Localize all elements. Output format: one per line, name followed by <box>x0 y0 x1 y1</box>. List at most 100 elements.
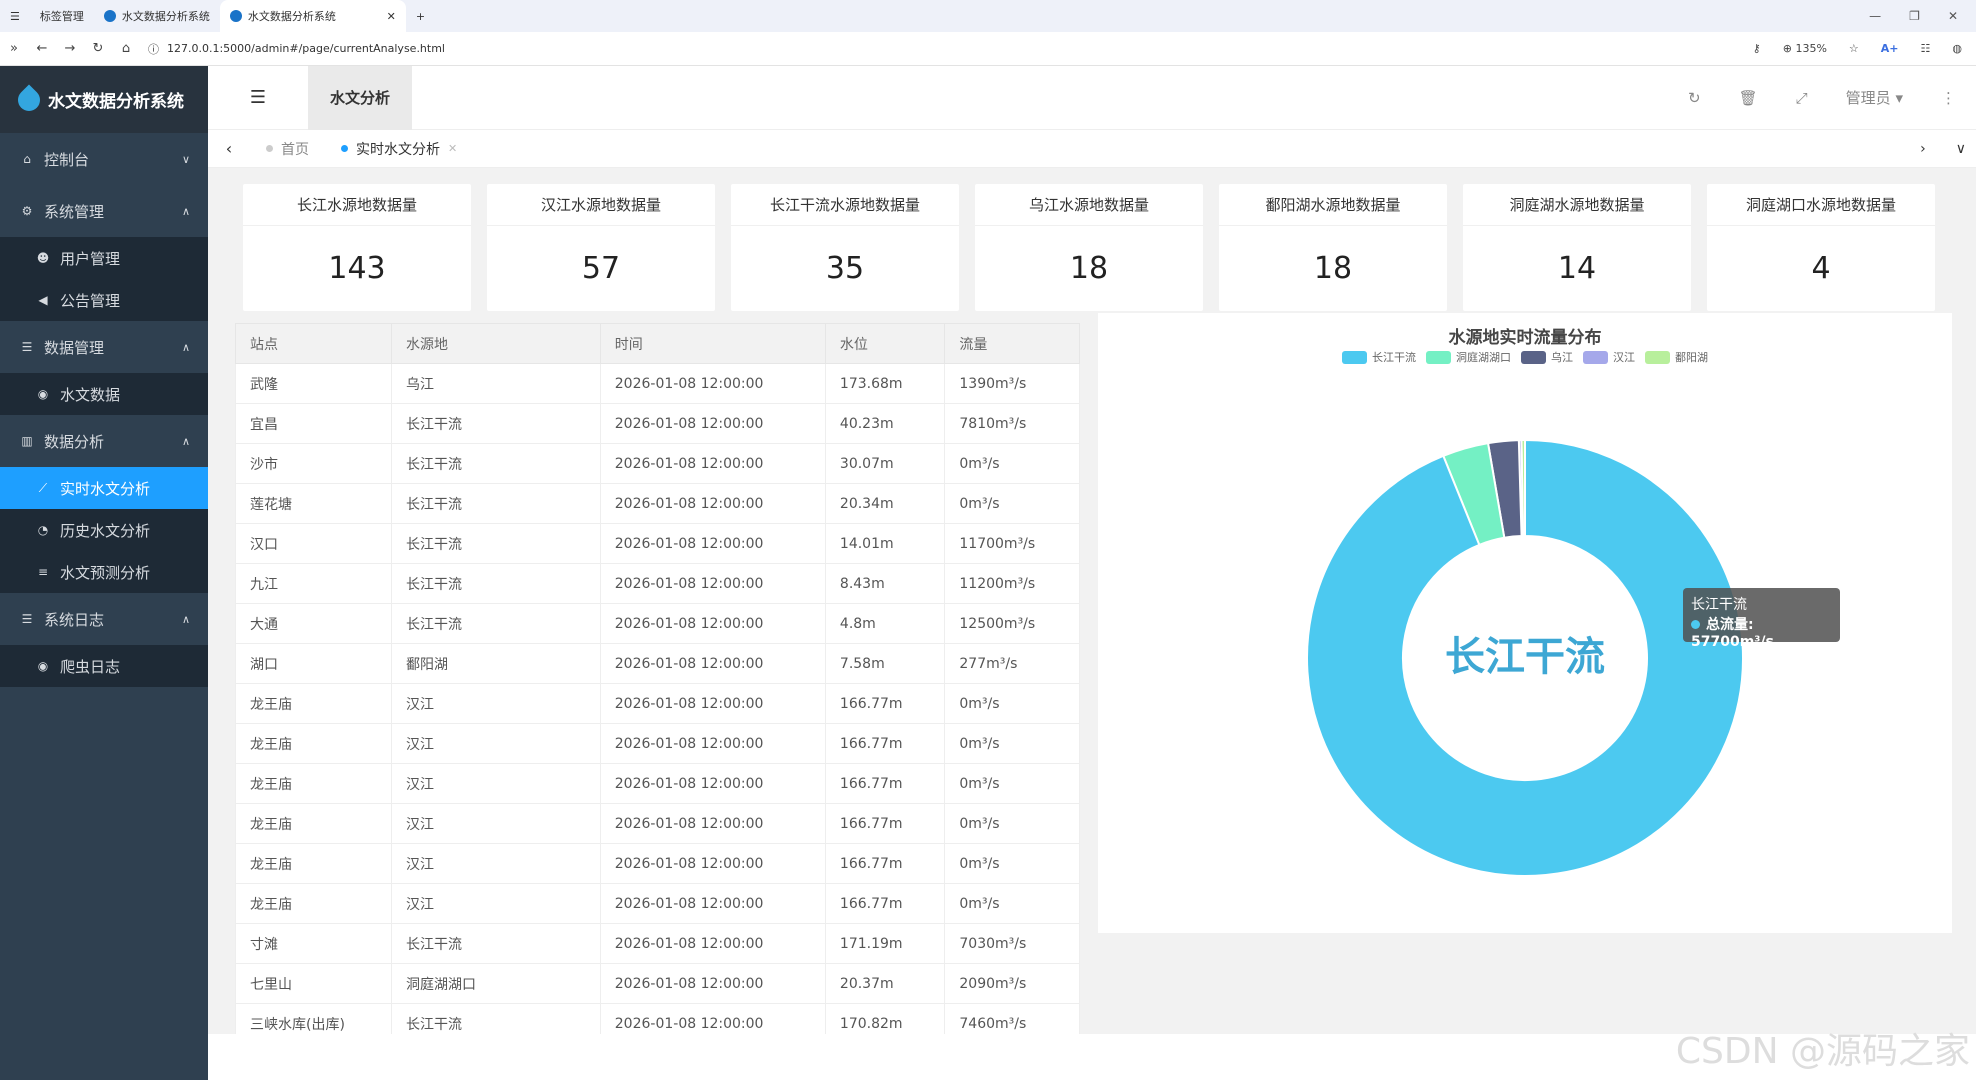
star-icon[interactable]: ☆ <box>1848 42 1859 55</box>
restore-icon[interactable]: ❐ <box>1909 9 1920 23</box>
forward-icon[interactable]: → <box>64 41 76 56</box>
app-logo[interactable]: 水文数据分析系统 <box>0 66 208 133</box>
column-header[interactable]: 流量 <box>944 323 1080 364</box>
sidebar-item-realtime-analysis[interactable]: ⟋ 实时水文分析 <box>0 467 208 509</box>
table-row[interactable]: 三峡水库(出库) 长江干流 2026-01-08 12:00:00 170.82m 74… <box>235 1003 1080 1034</box>
column-header[interactable]: 水源地 <box>390 323 601 364</box>
bottom-strip <box>208 1034 1976 1080</box>
table-row[interactable]: 七里山 洞庭湖湖口 2026-01-08 12:00:00 20.37m 2090m³/… <box>235 963 1080 1004</box>
back-icon[interactable]: ← <box>36 41 48 56</box>
menu-label: 水文数据 <box>60 385 121 404</box>
menu-data-management[interactable]: ☰ 数据管理 ∧ <box>0 321 208 373</box>
table-cell: 寸滩 <box>235 923 392 964</box>
donut-slice[interactable] <box>1306 438 1744 877</box>
table-row[interactable]: 湖口 鄱阳湖 2026-01-08 12:00:00 7.58m 277m³/s <box>235 643 1080 684</box>
table-cell: 龙王庙 <box>235 803 392 844</box>
browser-tab-1[interactable]: 标签管理 <box>30 0 94 32</box>
ai-button[interactable]: A+ <box>1880 42 1899 55</box>
table-row[interactable]: 宜昌 长江干流 2026-01-08 12:00:00 40.23m 7810m³/s <box>235 403 1080 444</box>
table-row[interactable]: 龙王庙 汉江 2026-01-08 12:00:00 166.77m 0m³/s <box>235 803 1080 844</box>
table-cell: 2090m³/s <box>944 963 1080 1004</box>
menu-label: 爬虫日志 <box>60 657 121 676</box>
legend-item[interactable]: 鄱阳湖 <box>1645 349 1708 365</box>
browser-tab-3[interactable]: 水文数据分析系统 ✕ <box>219 0 406 32</box>
sidebar-item-users[interactable]: ☻ 用户管理 <box>0 237 208 279</box>
sidebar-item-history-analysis[interactable]: ◔ 历史水文分析 <box>0 509 208 551</box>
tooltip-label: 总流量 <box>1706 617 1748 633</box>
trash-icon[interactable]: 🗑 <box>1738 88 1758 107</box>
reload-icon[interactable]: ↻ <box>92 41 104 56</box>
home-icon[interactable]: ⌂ <box>121 41 131 56</box>
table-row[interactable]: 寸滩 长江干流 2026-01-08 12:00:00 171.19m 7030m³/s <box>235 923 1080 964</box>
table-row[interactable]: 龙王庙 汉江 2026-01-08 12:00:00 166.77m 0m³/s <box>235 723 1080 764</box>
legend-label: 鄱阳湖 <box>1675 351 1708 364</box>
tab-home[interactable]: 首页 <box>250 139 325 159</box>
donut-slice[interactable] <box>1442 442 1506 547</box>
table-cell: 2026-01-08 12:00:00 <box>599 523 826 564</box>
legend-label: 洞庭湖湖口 <box>1456 351 1511 364</box>
table-row[interactable]: 龙王庙 汉江 2026-01-08 12:00:00 166.77m 0m³/s <box>235 683 1080 724</box>
table-cell: 鄱阳湖 <box>390 643 601 684</box>
menu-system-log[interactable]: ☰ 系统日志 ∧ <box>0 593 208 645</box>
refresh-icon[interactable]: ↻ <box>1688 88 1701 107</box>
minimize-icon[interactable]: — <box>1869 9 1882 23</box>
legend-item[interactable]: 乌江 <box>1521 349 1573 365</box>
new-tab-button[interactable]: + <box>415 9 426 23</box>
reading-list-icon[interactable]: ☷ <box>1920 42 1931 55</box>
more-icon[interactable]: ⋮ <box>1941 88 1956 107</box>
table-cell: 0m³/s <box>944 883 1080 924</box>
table-cell: 7460m³/s <box>944 1003 1080 1034</box>
column-header[interactable]: 站点 <box>235 323 392 364</box>
table-row[interactable]: 大通 长江干流 2026-01-08 12:00:00 4.8m 12500m³/s <box>235 603 1080 644</box>
stat-card: 洞庭湖水源地数据量 14 <box>1463 184 1691 311</box>
table-row[interactable]: 龙王庙 汉江 2026-01-08 12:00:00 166.77m 0m³/s <box>235 763 1080 804</box>
extensions-icon[interactable]: ◍ <box>1952 42 1962 55</box>
info-icon[interactable]: ⓘ <box>148 42 159 56</box>
table-cell: 湖口 <box>235 643 392 684</box>
user-menu[interactable]: 管理员 ▾ <box>1846 87 1903 108</box>
table-row[interactable]: 沙市 长江干流 2026-01-08 12:00:00 30.07m 0m³/s <box>235 443 1080 484</box>
sidebar-item-prediction-analysis[interactable]: ≡ 水文预测分析 <box>0 551 208 593</box>
tabs-dropdown-icon[interactable]: ∨ <box>1955 140 1966 157</box>
menu-dashboard[interactable]: ⌂ 控制台 ∨ <box>0 133 208 185</box>
legend-item[interactable]: 洞庭湖湖口 <box>1426 349 1511 365</box>
column-header[interactable]: 水位 <box>824 323 946 364</box>
table-row[interactable]: 九江 长江干流 2026-01-08 12:00:00 8.43m 11200m³/s <box>235 563 1080 604</box>
sidebar-item-hydro-data[interactable]: ◉ 水文数据 <box>0 373 208 415</box>
menu-data-analysis[interactable]: ▥ 数据分析 ∧ <box>0 415 208 467</box>
close-window-icon[interactable]: ✕ <box>1947 9 1958 23</box>
sidebar-toggle-icon[interactable]: » <box>10 41 18 56</box>
table-row[interactable]: 莲花塘 长江干流 2026-01-08 12:00:00 20.34m 0m³/s <box>235 483 1080 524</box>
close-tab-icon[interactable]: ✕ <box>448 142 458 155</box>
sidebar: 水文数据分析系统 ⌂ 控制台 ∨ ⚙ 系统管理 ∧ ☻ 用户管理 ◀ 公告管理 ☰ 数据管理 ∧… <box>0 66 208 1080</box>
zoom-indicator[interactable]: ⊕ 135% <box>1782 42 1827 55</box>
browser-menu-button[interactable]: ☰ <box>0 0 30 32</box>
tabs-next-icon[interactable]: › <box>1920 140 1926 157</box>
close-tab-icon[interactable]: ✕ <box>386 9 396 23</box>
donut-slice[interactable] <box>1486 439 1523 539</box>
table-row[interactable]: 龙王庙 汉江 2026-01-08 12:00:00 166.77m 0m³/s <box>235 883 1080 924</box>
table-row[interactable]: 汉口 长江干流 2026-01-08 12:00:00 14.01m 11700m³/s <box>235 523 1080 564</box>
globe-icon: ◉ <box>37 387 49 401</box>
legend-item[interactable]: 汉江 <box>1583 349 1635 365</box>
sidebar-item-crawler-log[interactable]: ◉ 爬虫日志 <box>0 645 208 687</box>
table-row[interactable]: 武隆 乌江 2026-01-08 12:00:00 173.68m 1390m³/s <box>235 363 1080 404</box>
table-cell: 171.19m <box>824 923 946 964</box>
fullscreen-icon[interactable]: ⤢ <box>1795 88 1808 107</box>
header-tab-hydro[interactable]: 水文分析 <box>308 65 412 130</box>
legend-item[interactable]: 长江干流 <box>1342 349 1416 365</box>
table-cell: 20.37m <box>824 963 946 1004</box>
table-cell: 277m³/s <box>944 643 1080 684</box>
menu-system-management[interactable]: ⚙ 系统管理 ∧ <box>0 185 208 237</box>
column-header[interactable]: 时间 <box>599 323 826 364</box>
browser-tab-2[interactable]: 水文数据分析系统 <box>94 0 220 32</box>
card-value: 35 <box>825 251 865 286</box>
table-row[interactable]: 龙王庙 汉江 2026-01-08 12:00:00 166.77m 0m³/s <box>235 843 1080 884</box>
key-icon[interactable]: ⚷ <box>1752 42 1761 55</box>
url-field[interactable]: 127.0.0.1:5000/admin#/page/currentAnalys… <box>167 42 445 55</box>
sidebar-item-announcements[interactable]: ◀ 公告管理 <box>0 279 208 321</box>
tab-realtime-analysis[interactable]: 实时水文分析 ✕ <box>325 139 473 159</box>
tabs-prev-icon[interactable]: ‹ <box>225 139 233 158</box>
menu-toggle-icon[interactable]: ☰ <box>249 87 267 108</box>
table-cell: 166.77m <box>824 763 946 804</box>
